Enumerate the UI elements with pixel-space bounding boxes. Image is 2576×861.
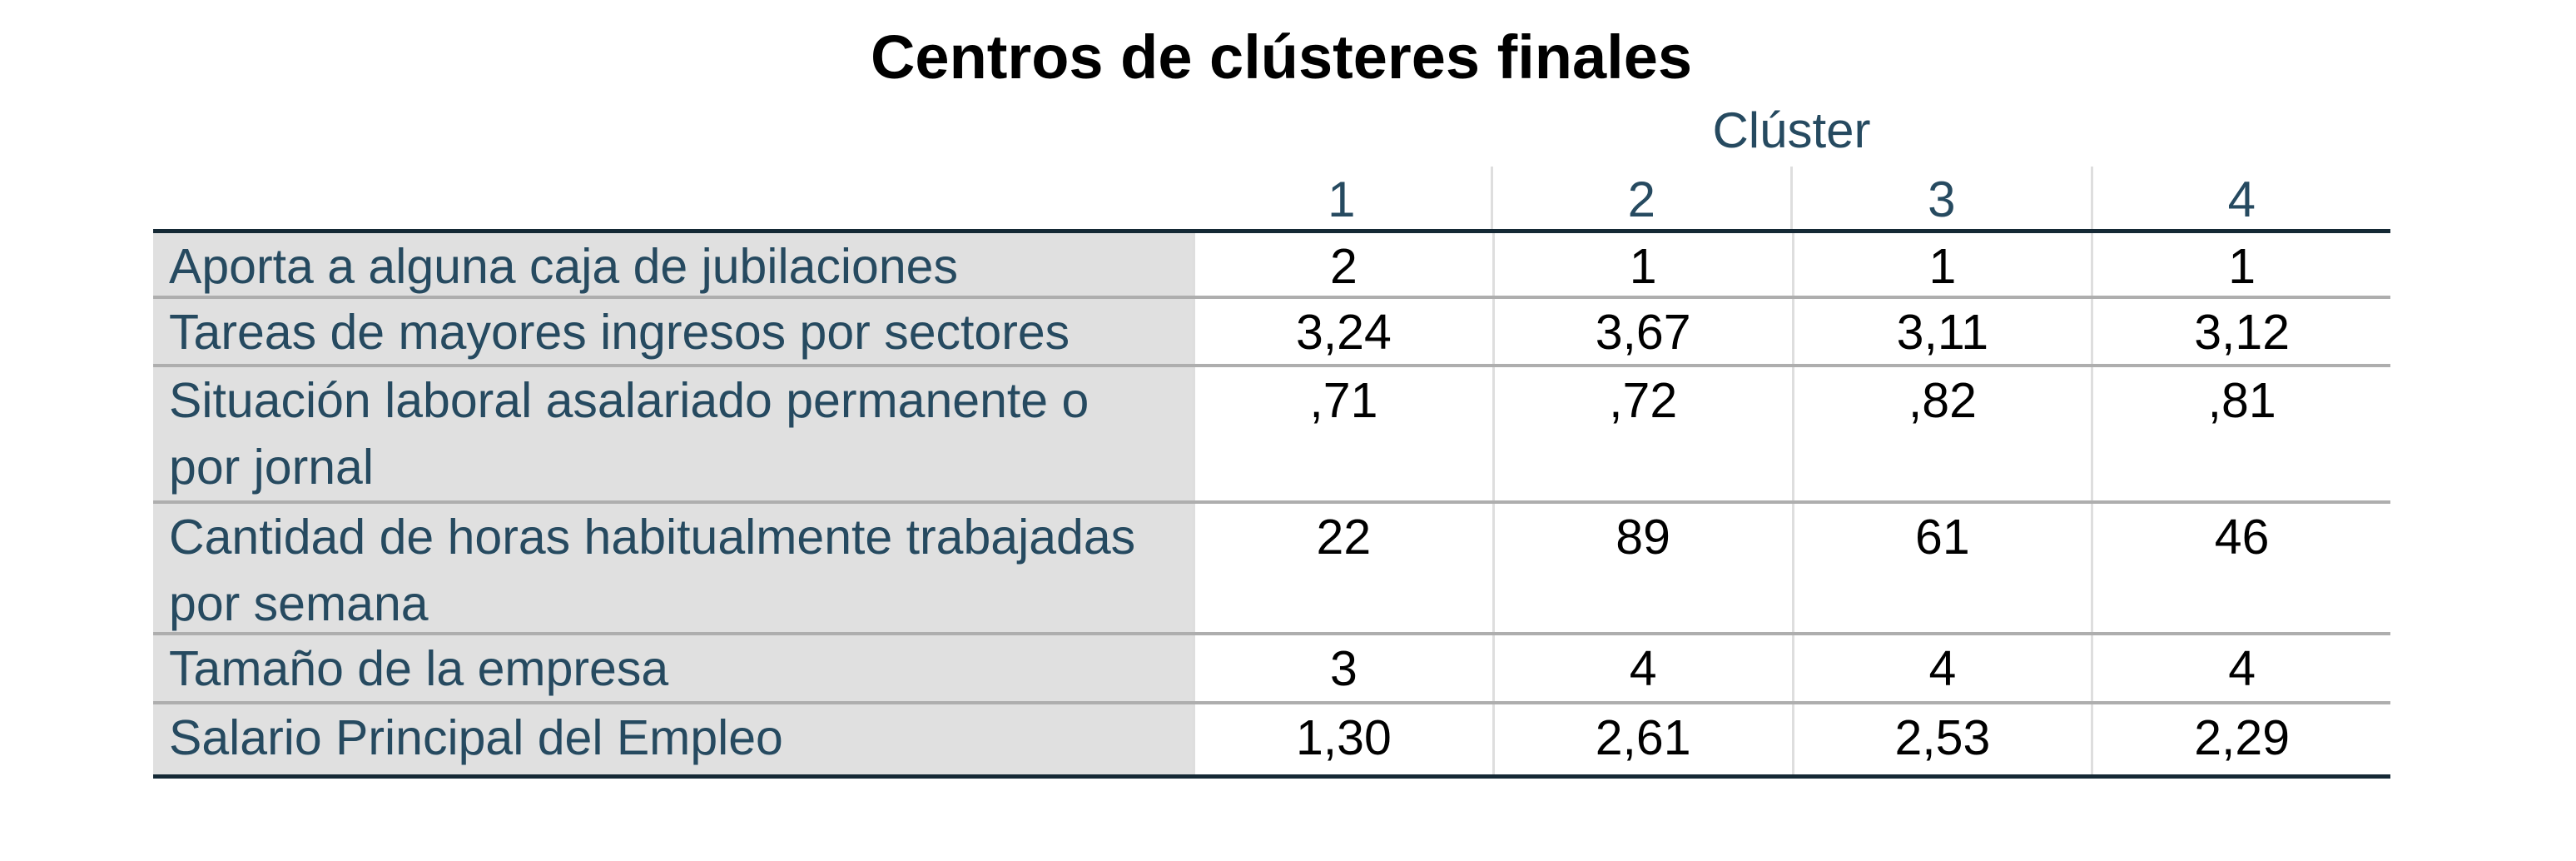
- column-header-1: 1: [1328, 172, 1356, 227]
- table-cell: ,71: [1193, 367, 1492, 500]
- column-header-4: 4: [2090, 167, 2391, 229]
- table-row: Cantidad de horas habitualmente trabajad…: [153, 504, 2390, 635]
- row-label: Aporta a alguna caja de jubilaciones: [153, 233, 1193, 296]
- table-cell: 2,61: [1491, 704, 1792, 774]
- table-title: Centros de clústeres finales: [870, 22, 1693, 92]
- table-cell: 2,29: [2091, 704, 2390, 774]
- row-label: Situación laboral asalariado permanente …: [153, 367, 1193, 500]
- table-cell: 1,30: [1193, 704, 1492, 774]
- table-cell: 2: [1193, 233, 1492, 296]
- table-row: Aporta a alguna caja de jubilaciones 2 1…: [153, 233, 2390, 299]
- table-cell: 1: [1491, 233, 1792, 296]
- table-cell: 4: [2091, 635, 2390, 701]
- table-cell: 3: [1193, 635, 1492, 701]
- row-label: Tareas de mayores ingresos por sectores: [153, 299, 1193, 364]
- cluster-spanning-header: Clúster: [1712, 102, 1871, 158]
- table-cell: 1: [2091, 233, 2390, 296]
- table-cell: 4: [1491, 635, 1792, 701]
- table-row: Tareas de mayores ingresos por sectores …: [153, 299, 2390, 367]
- table-cell: 4: [1791, 635, 2092, 701]
- table-row: Situación laboral asalariado permanente …: [153, 367, 2390, 504]
- column-header-2: 2: [1490, 167, 1791, 229]
- table-cell: ,72: [1491, 367, 1792, 500]
- table-cell: ,81: [2091, 367, 2390, 500]
- column-headers: 1 2 3 4: [1193, 167, 2390, 229]
- row-label: Salario Principal del Empleo: [153, 704, 1193, 774]
- table-cell: 1: [1791, 233, 2092, 296]
- table-cell: 89: [1491, 504, 1792, 632]
- table-cell: 3,67: [1491, 299, 1792, 364]
- header-rule: [153, 229, 2390, 233]
- table-cell: ,82: [1791, 367, 2092, 500]
- table-cell: 3,11: [1791, 299, 2092, 364]
- table-cell: 3,24: [1193, 299, 1492, 364]
- table-row: Salario Principal del Empleo 1,30 2,61 2…: [153, 704, 2390, 779]
- column-header-3: 3: [1790, 167, 2091, 229]
- table-cell: 46: [2091, 504, 2390, 632]
- table-cell: 61: [1791, 504, 2092, 632]
- table-cell: 3,12: [2091, 299, 2390, 364]
- table-cell: 22: [1193, 504, 1492, 632]
- table-cell: 2,53: [1791, 704, 2092, 774]
- row-label: Tamaño de la empresa: [153, 635, 1193, 701]
- table-body: Aporta a alguna caja de jubilaciones 2 1…: [153, 233, 2390, 779]
- row-label: Cantidad de horas habitualmente trabajad…: [153, 504, 1193, 632]
- table-row: Tamaño de la empresa 3 4 4 4: [153, 635, 2390, 704]
